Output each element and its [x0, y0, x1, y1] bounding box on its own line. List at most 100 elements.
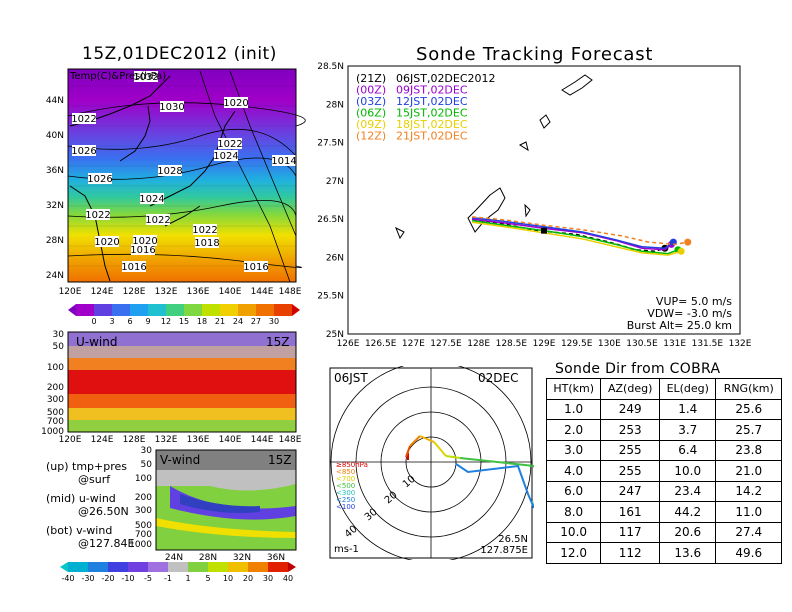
sonde-table-title: Sonde Dir from COBRA — [555, 361, 721, 377]
map-lon-ticks: 120E 124E 128E 132E 136E 140E 144E 148E — [59, 287, 302, 297]
legend-label: 12JST,02DEC — [396, 95, 468, 108]
svg-text:500: 500 — [47, 408, 64, 418]
table-cell: 10.0 — [545, 521, 602, 543]
lon-tick: 130E — [598, 339, 621, 349]
uwind-title: U-wind — [76, 335, 117, 349]
uwind-time: 15Z — [266, 335, 290, 349]
svg-text:148E: 148E — [279, 287, 302, 297]
vwind-panel: V-wind 15Z 24N 28N 32N 36N — [155, 449, 297, 563]
svg-text:1020: 1020 — [94, 237, 119, 248]
svg-text:120E: 120E — [59, 435, 82, 445]
tracking-title: Sonde Tracking Forecast — [416, 44, 654, 65]
svg-text:144E: 144E — [251, 287, 274, 297]
table-cell: 249 — [600, 398, 661, 420]
svg-text:1016: 1016 — [243, 262, 268, 273]
table-cell: 11.0 — [715, 501, 782, 523]
svg-text:5: 5 — [205, 574, 210, 583]
svg-text:140E: 140E — [219, 435, 242, 445]
vdw-label: VDW= -3.0 m/s — [647, 307, 732, 320]
svg-text:0: 0 — [91, 317, 96, 326]
svg-text:<300: <300 — [336, 489, 355, 497]
svg-text:700: 700 — [47, 417, 64, 427]
svg-text:124E: 124E — [91, 435, 114, 445]
lon-tick: 132E — [729, 339, 752, 349]
vwind-colorbar: -40 -30 -20 -10 -5 -1 1 5 10 20 30 40 — [60, 562, 296, 583]
svg-text:40: 40 — [283, 574, 293, 583]
svg-text:-20: -20 — [101, 574, 114, 583]
svg-text:-5: -5 — [144, 574, 152, 583]
svg-text:132E: 132E — [155, 435, 178, 445]
col-rng: RNG(km) — [715, 378, 782, 400]
table-cell: 25.7 — [715, 419, 782, 441]
svg-text:1028: 1028 — [157, 166, 182, 177]
table-cell: 253 — [600, 419, 661, 441]
track-line — [472, 219, 679, 255]
table-cell: 23.4 — [659, 480, 717, 502]
svg-text:1014: 1014 — [271, 156, 296, 167]
table-row: 8.0 161 44.2 11.0 — [545, 501, 782, 523]
temp-colorbar-ticks: 0 3 6 9 12 15 18 21 24 27 30 — [91, 317, 279, 326]
svg-text:24: 24 — [233, 317, 243, 326]
svg-text:3: 3 — [109, 317, 114, 326]
svg-text:18: 18 — [197, 317, 207, 326]
table-cell: 247 — [600, 480, 661, 502]
surface-map: 1032 1030 1022 1026 1020 1022 1024 1014 … — [46, 68, 306, 326]
vup-label: VUP= 5.0 m/s — [656, 295, 732, 308]
svg-text:32N: 32N — [46, 201, 64, 211]
lat-tick: 26.5N — [317, 215, 344, 225]
lon-tick: 131.5E — [692, 339, 724, 349]
svg-text:1020: 1020 — [223, 98, 248, 109]
col-ht: HT(km) — [545, 378, 602, 400]
svg-text:-30: -30 — [81, 574, 94, 583]
table-cell: 2.0 — [545, 419, 602, 441]
table-cell: 255 — [600, 439, 661, 461]
track-line — [472, 221, 682, 256]
isobar-labels: 1032 1030 1022 1026 1020 1022 1024 1014 … — [71, 72, 296, 273]
svg-text:1016: 1016 — [121, 262, 146, 273]
svg-text:124E: 124E — [91, 287, 114, 297]
vwind-x-ticks: 24N 28N 32N 36N — [165, 553, 285, 563]
svg-text:1: 1 — [185, 574, 190, 583]
svg-text:128E: 128E — [123, 435, 146, 445]
svg-text:-1: -1 — [164, 574, 172, 583]
polar-plot: 10 20 30 40 ≥850hPa <850 <700 <500 <300 … — [329, 366, 534, 560]
legend-label: 09JST,02DEC — [396, 84, 468, 97]
table-cell: 10.0 — [659, 460, 717, 482]
uwind-y-ticks: 30 50 100 200 300 500 700 1000 — [41, 330, 64, 437]
svg-text:24N: 24N — [165, 553, 183, 563]
lon-tick: 126.5E — [365, 339, 397, 349]
map-lat-ticks: 44N 40N 36N 32N 28N 24N — [46, 96, 64, 281]
svg-text:-40: -40 — [61, 574, 74, 583]
svg-text:30: 30 — [263, 574, 273, 583]
svg-text:6: 6 — [127, 317, 132, 326]
table-cell: 6.0 — [545, 480, 602, 502]
table-cell: 25.6 — [715, 398, 782, 420]
lat-tick: 27N — [326, 177, 344, 187]
table-cell: 1.0 — [545, 398, 602, 420]
svg-text:1026: 1026 — [87, 174, 112, 185]
table-cell: 14.2 — [715, 480, 782, 502]
col-el: EL(deg) — [659, 378, 717, 400]
legend-code: (06Z) — [356, 107, 386, 120]
svg-text:1026: 1026 — [71, 146, 96, 157]
table-row: 4.0 255 10.0 21.0 — [545, 460, 782, 482]
svg-text:28N: 28N — [199, 553, 217, 563]
legend-code: (03Z) — [356, 95, 386, 108]
legend-code: (12Z) — [356, 130, 386, 143]
svg-text:100: 100 — [47, 363, 64, 373]
svg-text:1000: 1000 — [41, 427, 64, 437]
lat-tick: 28N — [326, 100, 344, 110]
sonde-trajectory — [405, 435, 534, 509]
legend-code: (21Z) — [356, 72, 386, 85]
polar-date: 02DEC — [478, 371, 518, 385]
lon-tick: 127.5E — [430, 339, 462, 349]
svg-text:12: 12 — [161, 317, 171, 326]
lon-tick: 129E — [533, 339, 556, 349]
svg-text:21: 21 — [215, 317, 225, 326]
svg-text:10: 10 — [223, 574, 233, 583]
svg-text:44N: 44N — [46, 96, 64, 106]
table-cell: 21.0 — [715, 460, 782, 482]
vwind-time: 15Z — [268, 453, 292, 467]
svg-text:<250: <250 — [336, 496, 355, 504]
table-cell: 161 — [600, 501, 661, 523]
